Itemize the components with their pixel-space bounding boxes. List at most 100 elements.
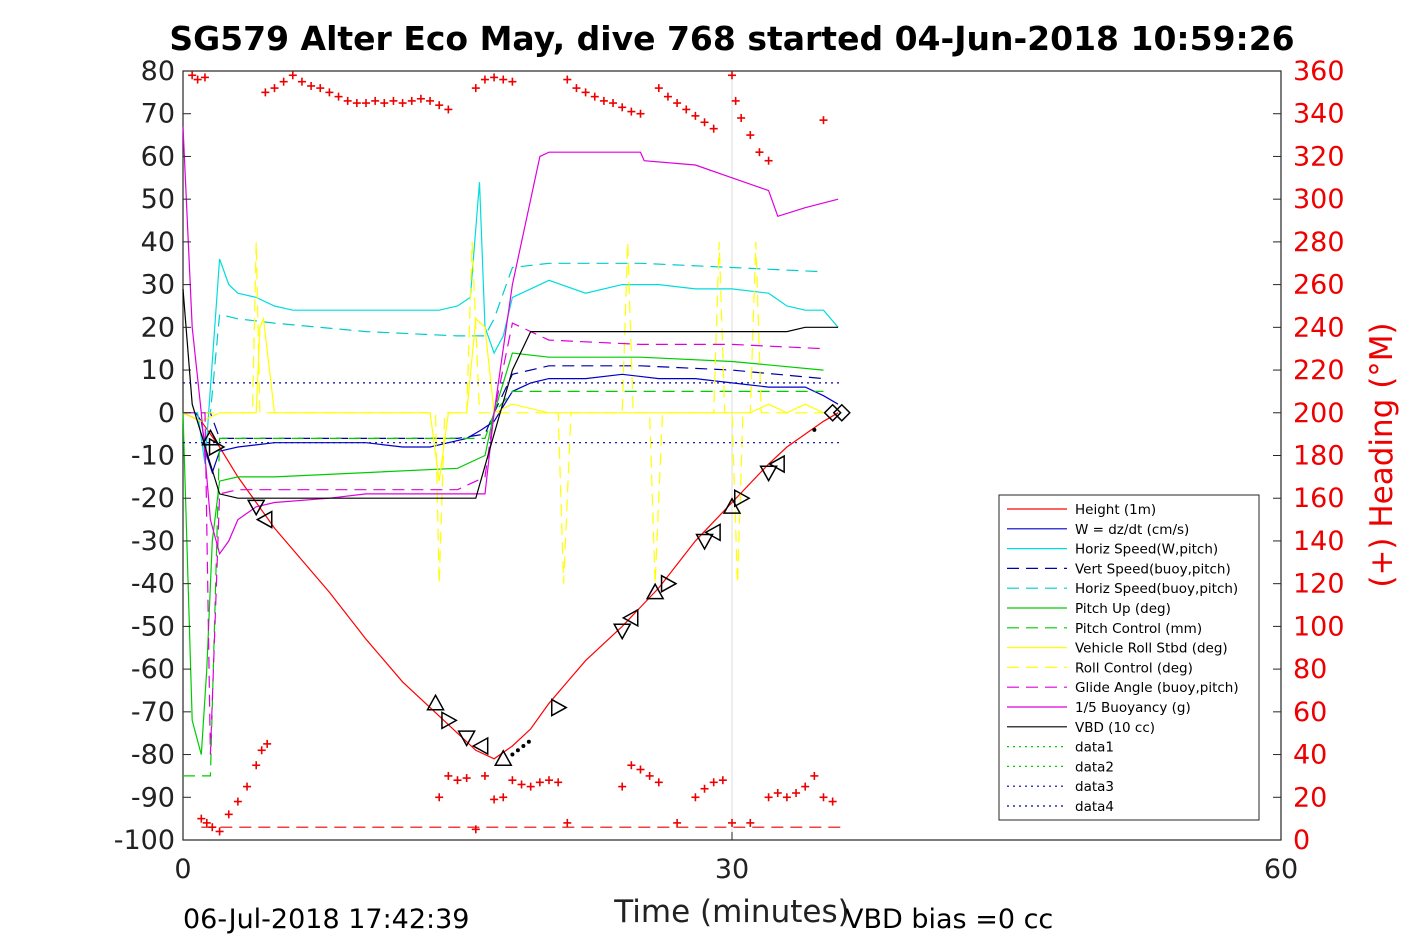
- heading-point: [654, 84, 663, 93]
- triangle-marker: [695, 533, 714, 551]
- dot-marker: [526, 739, 531, 744]
- heading-point: [563, 75, 572, 84]
- heading-point: [691, 793, 700, 802]
- y2-tick-label: 240: [1293, 312, 1345, 343]
- y-tick-label: -60: [131, 654, 175, 685]
- heading-point: [599, 96, 608, 105]
- heading-point: [782, 793, 791, 802]
- y2-tick-label: 360: [1293, 56, 1345, 87]
- heading-point: [563, 818, 572, 827]
- heading-point: [389, 96, 398, 105]
- heading-point: [526, 782, 535, 791]
- dot-marker: [812, 427, 817, 432]
- heading-point: [663, 92, 672, 101]
- heading-point: [764, 793, 773, 802]
- heading-point: [444, 771, 453, 780]
- triangle-marker: [768, 454, 785, 474]
- heading-point: [243, 782, 252, 791]
- y-tick-label: 10: [141, 355, 175, 386]
- heading-point: [270, 84, 279, 93]
- y2-tick-label: 220: [1293, 355, 1345, 386]
- heading-point: [673, 818, 682, 827]
- y2-tick-label: 140: [1293, 526, 1345, 557]
- heading-point: [202, 818, 211, 827]
- y2-tick-label: 340: [1293, 99, 1345, 130]
- heading-point: [709, 778, 718, 787]
- heading-point: [746, 131, 755, 140]
- y-tick-label: -40: [131, 569, 175, 600]
- heading-point: [362, 99, 370, 108]
- series-line-0: [182, 412, 839, 760]
- heading-point: [810, 771, 819, 780]
- heading-point: [297, 77, 306, 86]
- heading-point: [435, 101, 444, 110]
- y2-tick-label: 300: [1293, 184, 1345, 215]
- series-line-4: [183, 262, 824, 414]
- heading-point: [645, 771, 654, 780]
- heading-point: [636, 109, 645, 118]
- heading-point: [307, 81, 316, 90]
- heading-point: [545, 776, 553, 785]
- heading-point: [773, 789, 782, 798]
- heading-point: [581, 88, 590, 97]
- triangle-marker: [471, 736, 489, 756]
- heading-point: [517, 780, 526, 789]
- heading-point: [709, 124, 718, 133]
- series-line-3: [183, 365, 824, 439]
- y2-tick-label: 60: [1293, 697, 1327, 728]
- heading-point: [609, 99, 618, 108]
- y-ticks-right: 3603403203002802602402202001801601401201…: [1273, 56, 1345, 856]
- series-line-11: [182, 288, 839, 499]
- y2-tick-label: 40: [1293, 740, 1327, 771]
- series-line-1: [183, 373, 839, 475]
- heading-point: [819, 793, 828, 802]
- legend-label-11: VBD (10 cc): [1075, 720, 1155, 736]
- triangle-marker: [441, 711, 458, 730]
- y-tick-label: 40: [141, 227, 175, 258]
- legend-label-8: Roll Control (deg): [1075, 660, 1193, 676]
- triangle-marker: [255, 510, 273, 529]
- heading-point: [731, 96, 740, 105]
- heading-point: [490, 795, 499, 804]
- heading-point: [197, 814, 206, 823]
- heading-point: [572, 84, 581, 93]
- legend-items: Height (1m) W = dz/dt (cm/s) Horiz Speed(W…: [1007, 502, 1239, 815]
- y2-tick-label: 80: [1293, 654, 1327, 685]
- legend-label-5: Pitch Up (deg): [1075, 601, 1171, 617]
- x-ticks: 0 30 60: [174, 832, 1298, 885]
- heading-point: [224, 810, 233, 819]
- y2-tick-label: 20: [1293, 782, 1327, 813]
- heading-point: [188, 71, 197, 80]
- y2-tick-label: 100: [1293, 611, 1345, 642]
- y-tick-label: -100: [114, 825, 175, 856]
- series-line-8: [183, 241, 824, 584]
- heading-point: [682, 105, 691, 114]
- x-tick-label: 30: [715, 854, 749, 885]
- triangle-marker: [704, 523, 721, 542]
- legend-label-12: data1: [1075, 740, 1114, 756]
- heading-point: [435, 793, 444, 802]
- x-axis-label: Time (minutes): [613, 894, 849, 930]
- dot-marker: [510, 752, 515, 757]
- y-tick-label: 30: [141, 270, 175, 301]
- legend-label-14: data3: [1075, 779, 1114, 795]
- heading-point: [325, 88, 334, 97]
- y-tick-label: 60: [141, 141, 175, 172]
- triangle-marker: [201, 428, 220, 446]
- footer-timestamp: 06-Jul-2018 17:42:39: [183, 904, 469, 935]
- heading-point: [654, 778, 663, 787]
- y-tick-label: -10: [131, 441, 175, 472]
- triangle-marker: [493, 749, 513, 766]
- heading-point: [257, 746, 266, 755]
- heading-point: [380, 99, 389, 108]
- heading-point: [215, 827, 224, 836]
- heading-point: [554, 778, 563, 787]
- triangle-marker: [645, 582, 665, 600]
- heading-point: [480, 771, 489, 780]
- legend-label-7: Vehicle Roll Stbd (deg): [1075, 641, 1228, 657]
- heading-point: [453, 776, 462, 785]
- y2-tick-label: 320: [1293, 141, 1345, 172]
- heading-point: [343, 96, 352, 105]
- legend-label-13: data2: [1075, 759, 1114, 775]
